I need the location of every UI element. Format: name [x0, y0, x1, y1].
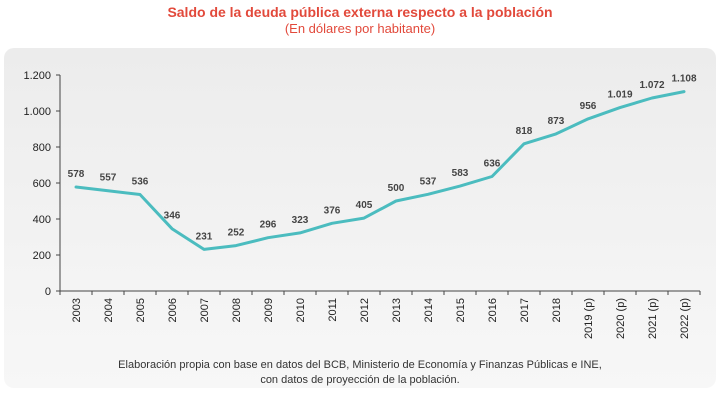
data-label: 578 [68, 169, 85, 180]
y-tick-label: 400 [33, 214, 51, 226]
y-tick-label: 1.000 [23, 106, 51, 118]
x-tick-label: 2013 [391, 298, 403, 322]
data-label: 323 [292, 215, 309, 226]
data-label: 1.072 [639, 80, 664, 91]
data-label: 346 [164, 211, 181, 222]
x-tick-label: 2011 [327, 298, 339, 322]
data-label: 252 [228, 228, 245, 239]
y-tick-label: 200 [33, 250, 51, 262]
data-label: 1.019 [607, 90, 632, 101]
data-label: 873 [548, 116, 565, 127]
x-tick-label: 2007 [199, 298, 211, 322]
y-tick-label: 1.200 [23, 70, 51, 82]
data-label: 405 [356, 200, 373, 211]
source-note: Elaboración propia con base en datos del… [0, 358, 720, 388]
series-line [74, 90, 686, 251]
x-tick-label: 2020 (p) [615, 298, 627, 339]
x-tick-label: 2016 [487, 298, 499, 322]
y-tick-label: 0 [45, 286, 51, 298]
data-label: 537 [420, 176, 437, 187]
data-label: 557 [100, 173, 117, 184]
source-line-1: Elaboración propia con base en datos del… [118, 359, 602, 371]
data-label: 583 [452, 168, 469, 179]
data-label: 1.108 [671, 74, 696, 85]
x-tick-label: 2021 (p) [647, 298, 659, 339]
x-tick-label: 2015 [455, 298, 467, 322]
x-tick-label: 2014 [423, 298, 435, 322]
data-label: 500 [388, 183, 405, 194]
x-tick-label: 2022 (p) [679, 298, 691, 339]
x-tick-label: 2012 [359, 298, 371, 322]
data-label: 296 [260, 220, 277, 231]
data-label: 818 [516, 126, 533, 137]
x-tick-label: 2010 [295, 298, 307, 322]
x-tick-label: 2018 [551, 298, 563, 322]
data-label: 636 [484, 159, 501, 170]
x-tick-label: 2008 [231, 298, 243, 322]
y-tick-label: 600 [33, 178, 51, 190]
x-tick-label: 2005 [135, 298, 147, 322]
x-tick-label: 2019 (p) [583, 298, 595, 339]
x-tick-label: 2006 [167, 298, 179, 322]
x-tick-label: 2009 [263, 298, 275, 322]
chart-title: Saldo de la deuda pública externa respec… [167, 4, 553, 20]
source-line-2: con datos de proyección de la población. [260, 374, 460, 386]
x-tick-label: 2004 [103, 298, 115, 322]
x-tick-label: 2017 [519, 298, 531, 322]
data-label: 956 [580, 101, 597, 112]
chart-subtitle: (En dólares por habitante) [284, 21, 436, 36]
data-label: 376 [324, 205, 341, 216]
data-label: 231 [196, 231, 213, 242]
x-tick-label: 2003 [71, 298, 83, 322]
data-label: 536 [132, 177, 149, 188]
y-tick-label: 800 [33, 142, 51, 154]
